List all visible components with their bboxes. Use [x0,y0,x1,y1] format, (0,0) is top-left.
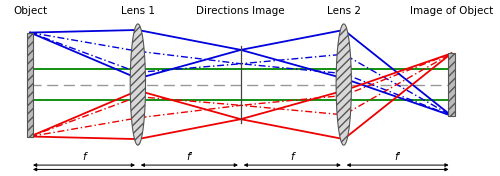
Text: f': f' [186,152,192,162]
Polygon shape [336,24,351,145]
Text: Lens 1: Lens 1 [121,6,155,16]
Text: Image of Object: Image of Object [410,6,493,16]
Bar [448,53,455,116]
Text: Directions Image: Directions Image [196,6,285,16]
Polygon shape [130,24,146,145]
Text: f': f' [394,152,401,162]
Bar [27,33,34,137]
Text: Lens 2: Lens 2 [327,6,361,16]
Text: f: f [290,152,294,162]
Text: Object: Object [13,6,47,16]
Text: f: f [82,152,86,162]
